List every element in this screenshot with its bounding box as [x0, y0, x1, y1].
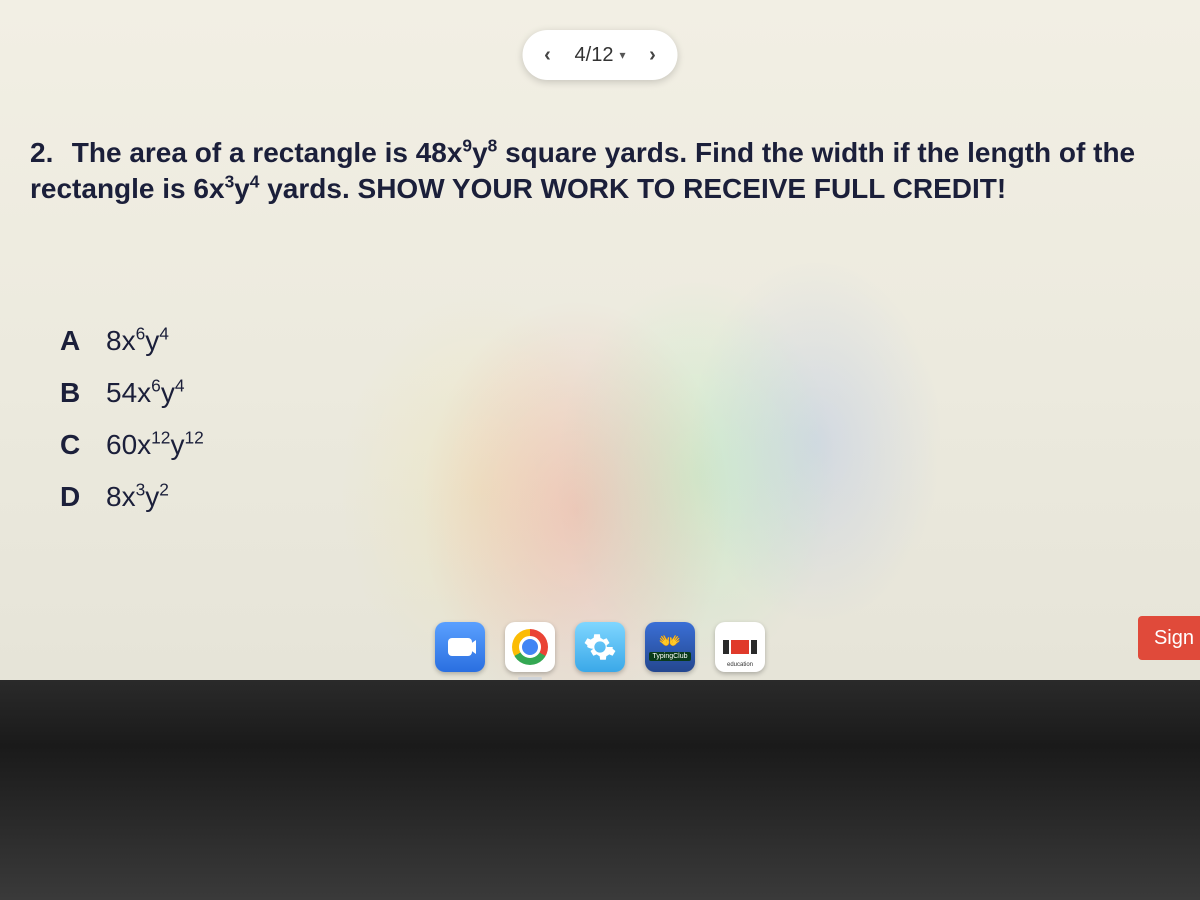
- question-nav-pill: ‹ 4/12 ▾ ›: [523, 30, 678, 80]
- choice-letter: D: [60, 481, 84, 513]
- typingclub-icon[interactable]: 👐TypingClub: [645, 622, 695, 672]
- answer-choice-c[interactable]: C 60x12y12: [60, 429, 204, 461]
- answer-choices: A 8x6y4 B 54x6y4 C 60x12y12 D 8x3y2: [60, 325, 204, 533]
- answer-choice-a[interactable]: A 8x6y4: [60, 325, 204, 357]
- sign-in-label: Sign: [1154, 627, 1194, 650]
- answer-choice-d[interactable]: D 8x3y2: [60, 481, 204, 513]
- zoom-icon[interactable]: [435, 622, 485, 672]
- question-body: The area of a rectangle is 48x9y8 square…: [30, 137, 1135, 204]
- choice-letter: A: [60, 325, 84, 357]
- answer-choice-b[interactable]: B 54x6y4: [60, 377, 204, 409]
- choice-body: 8x3y2: [106, 481, 169, 513]
- question-position-label: 4/12: [575, 44, 614, 67]
- taskbar: 👐TypingClub education: [0, 613, 1200, 680]
- sign-in-button[interactable]: Sign: [1138, 616, 1200, 660]
- chevron-down-icon: ▾: [619, 48, 625, 62]
- question-text: 2. The area of a rectangle is 48x9y8 squ…: [30, 135, 1180, 207]
- monitor-bezel: SAMSUNG: [0, 680, 1200, 900]
- chrome-icon[interactable]: [505, 622, 555, 672]
- settings-icon[interactable]: [575, 622, 625, 672]
- education-icon[interactable]: education: [715, 622, 765, 672]
- next-question-button[interactable]: ›: [635, 40, 669, 70]
- taskbar-icons: 👐TypingClub education: [435, 622, 765, 672]
- question-number: 2.: [30, 135, 64, 171]
- prev-question-button[interactable]: ‹: [531, 40, 565, 70]
- choice-body: 54x6y4: [106, 377, 184, 409]
- quiz-screen: ‹ 4/12 ▾ › 2. The area of a rectangle is…: [0, 0, 1200, 680]
- choice-letter: C: [60, 429, 84, 461]
- choice-letter: B: [60, 377, 84, 409]
- choice-body: 8x6y4: [106, 325, 169, 357]
- choice-body: 60x12y12: [106, 429, 204, 461]
- question-position-dropdown[interactable]: 4/12 ▾: [569, 44, 632, 67]
